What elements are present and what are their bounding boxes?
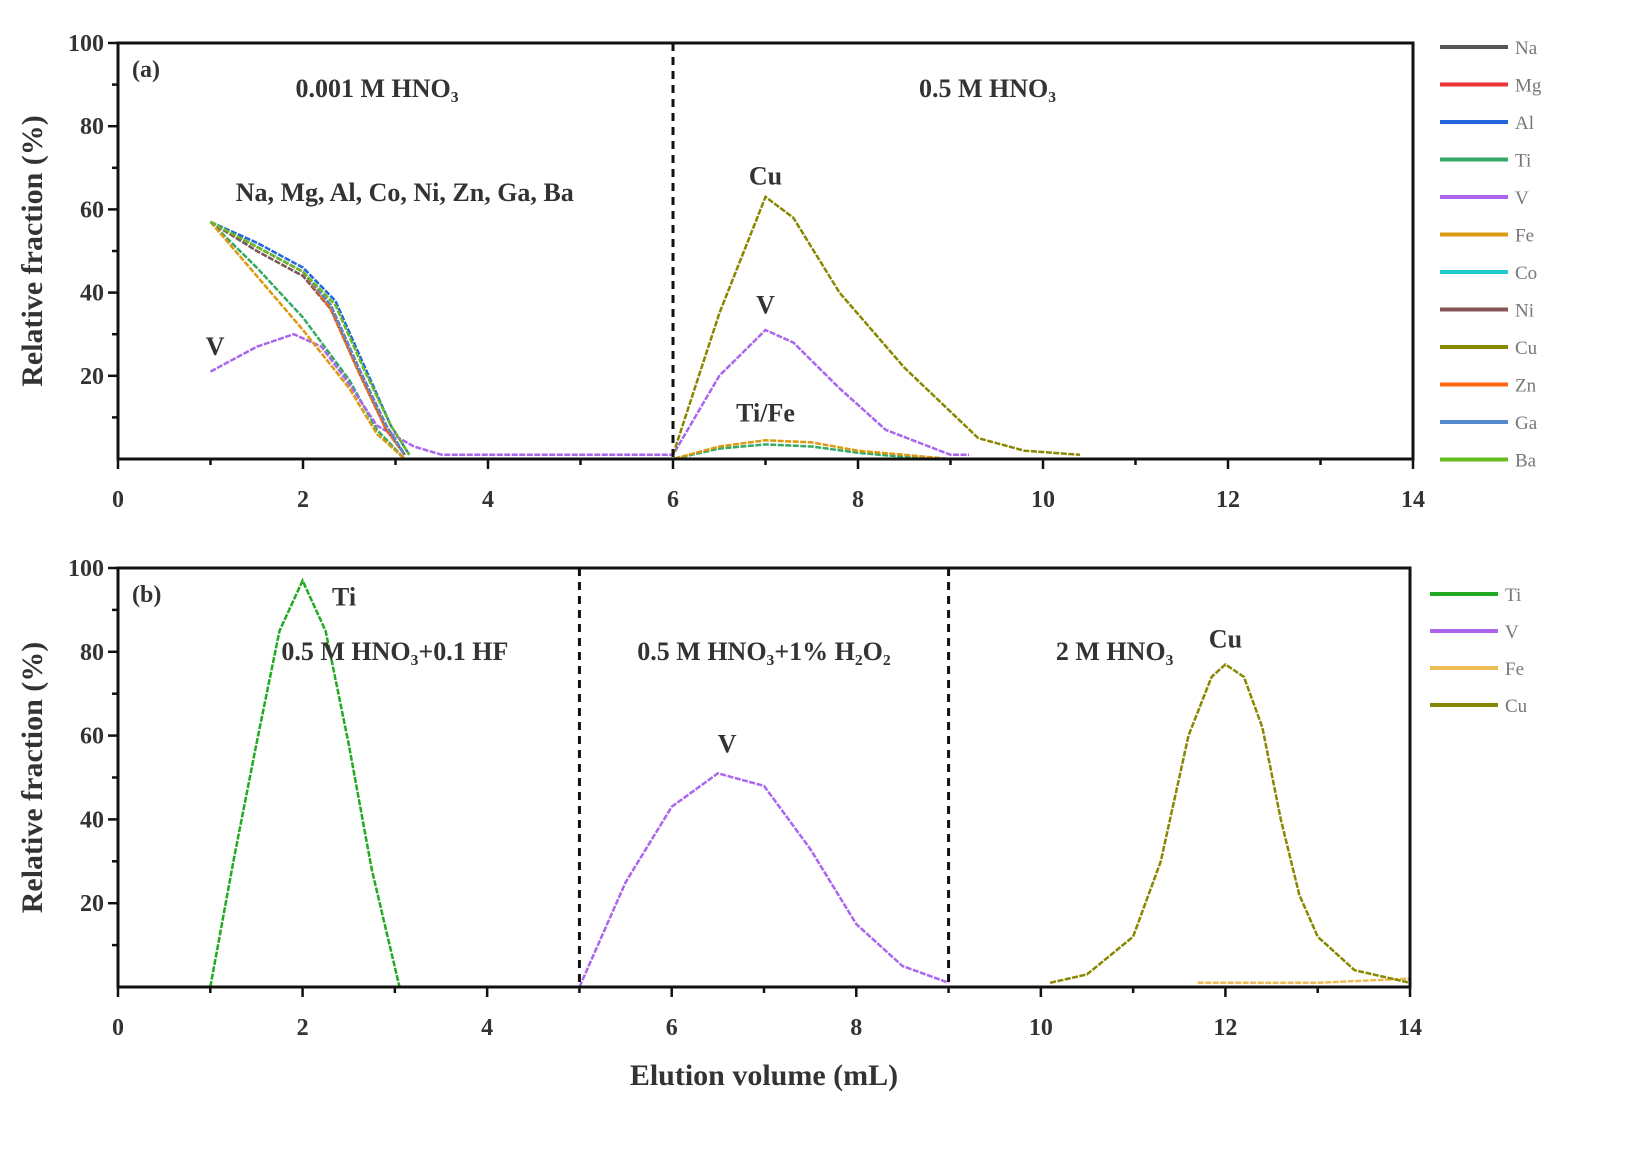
legend-label: Mg — [1515, 76, 1542, 97]
legend-label: Fe — [1505, 659, 1524, 680]
plot-frame — [116, 41, 1415, 461]
annotation: Cu — [1209, 625, 1242, 654]
legend-label: Al — [1515, 113, 1534, 134]
y-tick-label: 20 — [80, 891, 104, 917]
x-tick-label: 0 — [112, 487, 124, 513]
legend-label: Ni — [1515, 301, 1534, 322]
legend: Na Mg Al Ti V Fe Co Ni Cu Zn Ga Ba — [1440, 38, 1542, 472]
y-axis-title: Relative fraction (%) — [16, 642, 49, 914]
series-line-v — [578, 771, 950, 988]
y-tick-label: 60 — [80, 197, 104, 223]
y-axis-title: Relative fraction (%) — [16, 115, 49, 387]
annotation: 0.5 M HNO₃+0.1 HF — [281, 637, 508, 666]
y-tick-label: 60 — [80, 724, 104, 750]
x-tick-label: 8 — [850, 1015, 862, 1041]
legend-label: Ga — [1515, 413, 1538, 434]
series-line-ti — [209, 221, 951, 461]
annotation: Ti — [332, 583, 356, 612]
legend: Ti V Fe Cu — [1430, 585, 1528, 717]
panel-label: (b) — [132, 582, 161, 608]
legend-label: Cu — [1515, 338, 1538, 359]
series-line-cu — [1049, 662, 1411, 985]
series-line-fe — [1197, 977, 1411, 985]
y-tick-label: 40 — [80, 807, 104, 833]
y-tick-label: 80 — [80, 114, 104, 140]
legend-label: Fe — [1515, 226, 1534, 247]
legend-label: V — [1515, 188, 1529, 209]
y-tick-label: 100 — [68, 31, 104, 57]
annotation: Na, Mg, Al, Co, Ni, Zn, Ga, Ba — [236, 178, 574, 207]
annotation: Ti/Fe — [736, 399, 795, 428]
x-tick-label: 14 — [1401, 487, 1425, 513]
legend-label: Ba — [1515, 451, 1537, 472]
x-tick-label: 4 — [481, 1015, 493, 1041]
legend-label: Cu — [1505, 696, 1528, 717]
series-line-cu — [671, 194, 1081, 457]
panel-b: 0 2 4 6 8 10 12 14 20 40 60 80 100 Relative fraction … — [16, 556, 1528, 1092]
x-tick-label: 4 — [482, 487, 494, 513]
legend-label: Zn — [1515, 376, 1537, 397]
annotation: Cu — [749, 161, 782, 190]
x-tick-label: 10 — [1029, 1015, 1053, 1041]
y-tick-label: 20 — [80, 364, 104, 390]
x-tick-label: 2 — [297, 1015, 309, 1041]
legend-label: Na — [1515, 38, 1538, 59]
x-tick-label: 12 — [1213, 1015, 1237, 1041]
annotation: 2 M HNO₃ — [1056, 637, 1174, 666]
series-line-v — [209, 328, 969, 457]
panel-a: 0 2 4 6 8 10 12 14 20 40 60 80 100 Relative fraction … — [16, 31, 1542, 513]
x-tick-label: 6 — [667, 487, 679, 513]
y-tick-label: 100 — [68, 556, 104, 582]
x-tick-label: 14 — [1398, 1015, 1422, 1041]
annotation: 0.5 M HNO₃+1% H₂O₂ — [637, 637, 891, 666]
annotation: 0.5 M HNO₃ — [919, 74, 1056, 103]
x-tick-label: 2 — [297, 487, 309, 513]
annotation: V — [206, 332, 225, 361]
legend-label: V — [1505, 622, 1519, 643]
x-tick-label: 10 — [1031, 487, 1055, 513]
y-tick-label: 40 — [80, 281, 104, 307]
annotation: V — [756, 290, 775, 319]
annotation: V — [718, 729, 737, 758]
series-line-ba — [209, 220, 411, 456]
legend-label: Co — [1515, 263, 1537, 284]
annotation: 0.001 M HNO₃ — [295, 74, 458, 103]
panel-label: (a) — [132, 57, 160, 83]
legend-label: Ti — [1505, 585, 1521, 606]
x-tick-label: 12 — [1216, 487, 1240, 513]
x-tick-label: 0 — [112, 1015, 124, 1041]
y-tick-label: 80 — [80, 640, 104, 666]
series-line-al — [209, 220, 411, 456]
x-tick-label: 8 — [852, 487, 864, 513]
x-tick-label: 6 — [666, 1015, 678, 1041]
legend-label: Ti — [1515, 151, 1531, 172]
x-axis-title: Elution volume (mL) — [630, 1059, 898, 1092]
series-line-ti — [209, 577, 401, 988]
